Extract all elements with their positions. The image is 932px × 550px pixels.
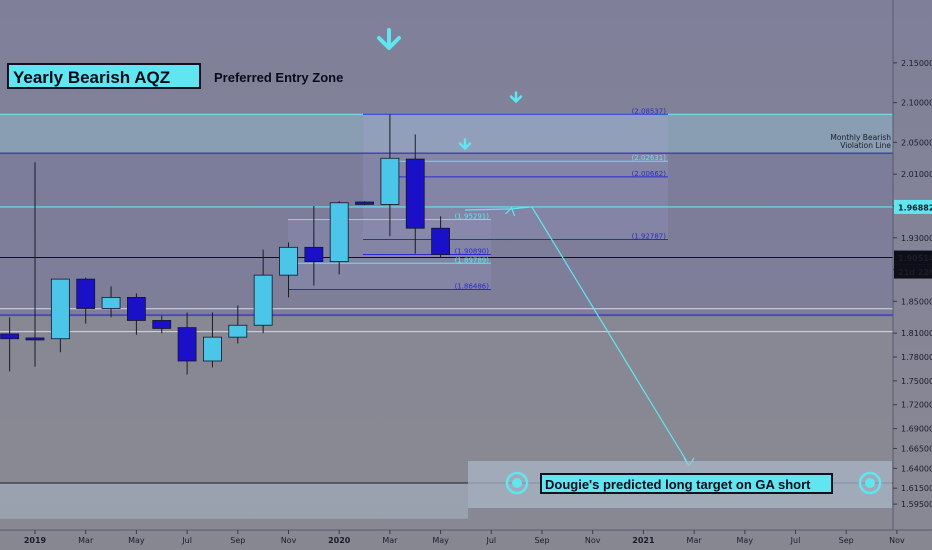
candle-body (329, 202, 349, 263)
fib-level-label: (2.02631) (632, 154, 667, 162)
time-tick-label: Nov (585, 536, 601, 545)
time-tick-label: Sep (839, 536, 854, 545)
price-tick-label: 1.66500 (901, 444, 932, 453)
fib-level-label: (1.95291) (455, 213, 490, 221)
time-tick-label: May (128, 536, 145, 545)
entry-zone-label: Preferred Entry Zone (214, 70, 343, 85)
price-badge-bg (894, 199, 932, 214)
price-tick-label: 1.72000 (901, 401, 932, 410)
fib-level-label: (2.00662) (632, 170, 667, 178)
price-tick-label: 2.01000 (901, 170, 932, 179)
candle-body (25, 337, 45, 341)
small-down-arrow-icon-1 (509, 91, 523, 103)
entry-zone-band (0, 114, 893, 154)
countdown-badge-bg (894, 264, 932, 279)
time-tick-label: Nov (889, 536, 905, 545)
candle-body (405, 158, 425, 229)
fib-level-label: (1.92787) (632, 232, 667, 240)
target-circle-icon-right (858, 471, 882, 495)
target-dot-icon-left (512, 478, 522, 488)
projection-path (464, 206, 690, 466)
fib-level-label: (1.86486) (455, 283, 490, 291)
time-tick-label: Jul (790, 536, 801, 545)
price-tick-label: 2.10000 (901, 99, 932, 108)
candle-body (76, 278, 96, 309)
price-tick-label: 1.78000 (901, 353, 932, 362)
price-badge-bg (894, 250, 932, 265)
price-badges: 1.96882 1.90514 21d 22h (894, 199, 932, 279)
arrows-layer (377, 28, 695, 468)
target-label-box (540, 473, 833, 494)
price-tick-label: 1.93000 (901, 234, 932, 243)
candle-body (177, 327, 197, 362)
time-tick-label: Mar (687, 536, 703, 545)
time-tick-label: Sep (230, 536, 245, 545)
bounce-arrowhead-icon (505, 206, 516, 217)
time-axis-bg (0, 530, 932, 550)
target-dot-icon-right (865, 478, 875, 488)
candle-body (431, 227, 451, 255)
candle-body (253, 274, 273, 326)
candle-body (50, 278, 70, 340)
candle-body (228, 324, 248, 338)
small-down-arrow-icon-2 (458, 138, 472, 150)
fib-level-label: (1.90890) (455, 248, 490, 256)
price-tick-label: 2.05000 (901, 138, 932, 147)
time-tick-label: 2021 (632, 536, 655, 545)
target-zone-left (0, 483, 468, 519)
time-tick-label: Mar (78, 536, 94, 545)
time-tick-label: Mar (382, 536, 398, 545)
chart-title: Yearly Bearish AQZ (13, 68, 170, 87)
time-tick-label: Sep (534, 536, 549, 545)
candle-body (203, 336, 222, 362)
price-tick-label: 1.75000 (901, 377, 932, 386)
time-tick-label: 2019 (24, 536, 47, 545)
price-tick-label: 1.59500 (901, 500, 932, 509)
time-tick-label: Jul (181, 536, 192, 545)
candles-layer (0, 114, 451, 375)
time-tick-label: Jul (485, 536, 496, 545)
violation-label-line1: Monthly Bearish (830, 133, 891, 142)
price-badge-label: 1.96882 (898, 203, 932, 212)
candle-body (0, 333, 20, 340)
countdown-badge-label: 21d 22h (898, 268, 932, 277)
candle-body (304, 246, 324, 263)
price-tick-label: 1.69000 (901, 425, 932, 434)
fib-level-label: (1.89789) (455, 256, 490, 264)
time-axis[interactable]: 2019 Mar May Jul Sep Nov 2020 Mar May Jul Sep Nov 20… (24, 530, 905, 545)
candle-body (127, 296, 146, 321)
time-tick-label: 2020 (328, 536, 351, 545)
price-tick-label: 1.85000 (901, 297, 932, 306)
candle-body (152, 320, 172, 329)
big-down-arrow-icon (377, 28, 401, 50)
price-badge-label: 1.90514 (898, 254, 932, 263)
title-box (7, 63, 201, 89)
time-tick-label: May (432, 536, 449, 545)
candle-body (355, 201, 374, 205)
price-tick-label: 2.15000 (901, 59, 932, 68)
time-tick-label: Nov (281, 536, 297, 545)
time-tick-label: May (737, 536, 754, 545)
lower-range-zone (0, 316, 893, 484)
target-circle-icon-left (505, 471, 529, 495)
price-axis[interactable]: 1.59500 1.61500 1.64000 1.66500 1.69000 1.720… (893, 59, 932, 509)
price-tick-label: 1.61500 (901, 484, 932, 493)
target-label: Dougie's predicted long target on GA sho… (545, 477, 811, 492)
fib-level-label: (2.08537) (632, 107, 667, 115)
candle-body (279, 246, 298, 276)
candle-body (380, 157, 400, 205)
price-tick-label: 1.64000 (901, 464, 932, 473)
violation-label-line2: Violation Line (840, 141, 891, 150)
candle-body (101, 296, 121, 309)
price-tick-label: 1.81000 (901, 329, 932, 338)
